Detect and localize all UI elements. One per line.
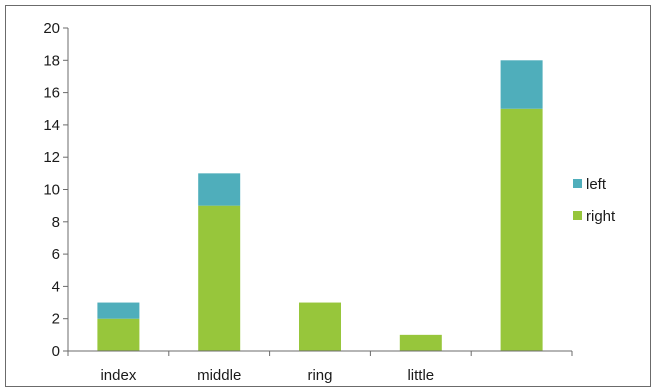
y-tick-label: 12 bbox=[43, 149, 60, 166]
y-axis-ticks: 0 2 4 6 8 10 12 14 16 18 20 bbox=[43, 20, 68, 360]
bar-left bbox=[198, 173, 241, 206]
legend-swatch-right bbox=[573, 211, 582, 220]
y-tick-label: 4 bbox=[52, 278, 60, 295]
bar-right bbox=[399, 334, 442, 351]
bar-right bbox=[198, 205, 241, 351]
legend: left right bbox=[573, 176, 616, 225]
y-tick-label: 2 bbox=[52, 311, 60, 328]
y-tick-label: 10 bbox=[43, 182, 60, 199]
bar-right bbox=[500, 108, 543, 351]
x-axis-labels: index middle ring little bbox=[100, 367, 434, 384]
y-tick-label: 6 bbox=[52, 246, 60, 263]
x-tick-label: middle bbox=[197, 367, 241, 384]
y-tick-label: 16 bbox=[43, 85, 60, 102]
y-tick-label: 8 bbox=[52, 214, 60, 231]
y-tick-label: 20 bbox=[43, 20, 60, 37]
x-tick-label: little bbox=[407, 367, 434, 384]
x-tick-label: ring bbox=[307, 367, 332, 384]
y-tick-label: 0 bbox=[52, 343, 60, 360]
y-tick-label: 14 bbox=[43, 117, 60, 134]
axes bbox=[67, 28, 573, 356]
bar-left bbox=[97, 302, 140, 319]
y-tick-label: 18 bbox=[43, 52, 60, 69]
bar-right bbox=[299, 302, 341, 351]
bar-left bbox=[500, 60, 543, 109]
legend-swatch-left bbox=[573, 179, 582, 188]
bar-right bbox=[97, 318, 140, 351]
x-tick-label: index bbox=[100, 367, 136, 384]
legend-label-left: left bbox=[586, 176, 607, 193]
bars bbox=[97, 60, 543, 351]
legend-label-right: right bbox=[586, 208, 616, 225]
